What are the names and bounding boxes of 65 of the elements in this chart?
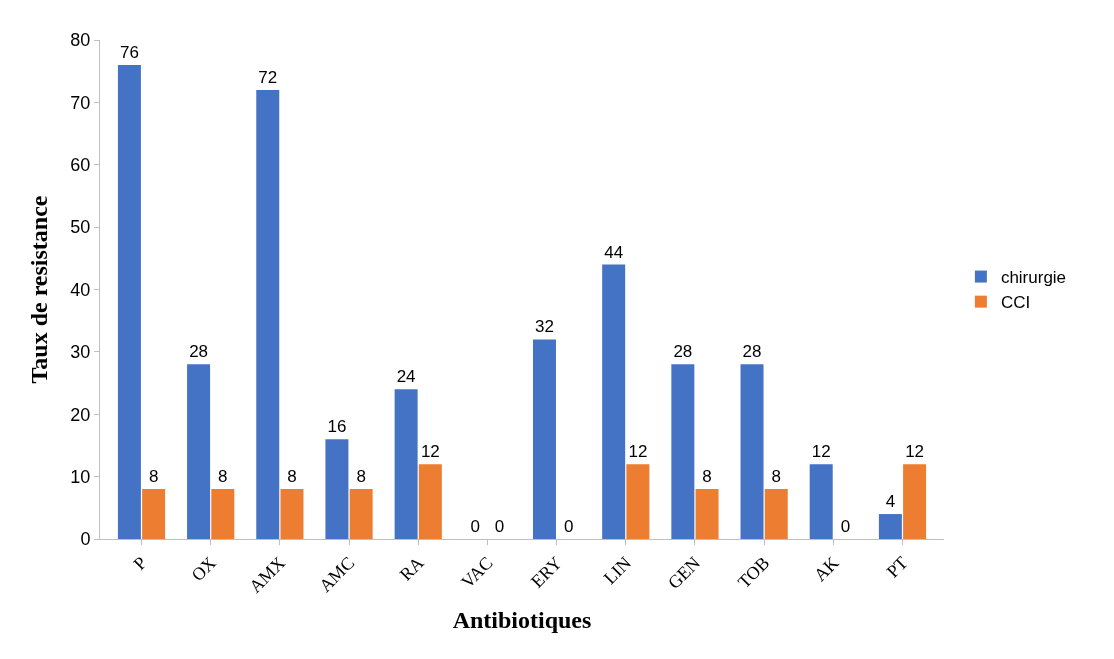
data-label: 8 bbox=[218, 467, 228, 487]
x-tick-label: LIN bbox=[599, 552, 635, 589]
bar bbox=[187, 364, 211, 539]
bar bbox=[349, 489, 373, 539]
data-label: 28 bbox=[742, 342, 762, 362]
bar bbox=[695, 489, 719, 539]
bar bbox=[740, 364, 764, 539]
y-tick-label: 20 bbox=[70, 404, 91, 425]
data-label: 12 bbox=[905, 442, 925, 462]
x-tick-label: RA bbox=[395, 552, 428, 585]
y-tick-label: 30 bbox=[70, 342, 91, 363]
data-label: 24 bbox=[396, 367, 416, 387]
data-label: 44 bbox=[604, 242, 624, 262]
bar bbox=[280, 489, 304, 539]
bar bbox=[211, 489, 235, 539]
x-tick-label: PT bbox=[882, 552, 912, 582]
bar bbox=[809, 464, 833, 539]
x-tick-label: AK bbox=[809, 552, 843, 586]
x-tick-label: P bbox=[129, 552, 151, 574]
legend-label: chirurgie bbox=[1000, 268, 1067, 288]
bar bbox=[256, 89, 280, 539]
bar bbox=[903, 464, 927, 539]
x-tick-label: VAC bbox=[457, 552, 497, 593]
data-label: 0 bbox=[840, 517, 851, 536]
y-tick-label: 50 bbox=[70, 217, 91, 238]
bar bbox=[764, 489, 788, 539]
data-label: 8 bbox=[771, 467, 781, 487]
x-tick-label: TOB bbox=[733, 552, 774, 593]
data-label: 16 bbox=[327, 417, 347, 437]
bar bbox=[878, 514, 902, 539]
data-label: 32 bbox=[535, 317, 554, 337]
x-tick-label: OX bbox=[187, 552, 220, 586]
data-label: 28 bbox=[189, 342, 209, 362]
y-tick-label: 80 bbox=[70, 30, 91, 51]
data-label: 8 bbox=[148, 467, 159, 487]
data-label: 76 bbox=[119, 42, 139, 62]
bar bbox=[418, 464, 442, 539]
bar bbox=[142, 489, 166, 539]
data-label: 8 bbox=[702, 467, 712, 487]
bar bbox=[325, 439, 349, 539]
data-label: 0 bbox=[470, 517, 481, 536]
bar bbox=[626, 464, 650, 539]
y-tick-label: 40 bbox=[70, 279, 91, 300]
data-label: 72 bbox=[258, 67, 278, 87]
y-tick-label: 0 bbox=[80, 529, 91, 550]
bar bbox=[602, 264, 626, 539]
data-label: 8 bbox=[287, 467, 297, 487]
y-tick-label: 70 bbox=[70, 92, 91, 113]
y-tick-label: 10 bbox=[70, 466, 91, 487]
legend-label: CCI bbox=[1000, 293, 1031, 313]
data-label: 12 bbox=[420, 442, 440, 462]
data-label: 0 bbox=[494, 517, 505, 536]
data-label: 12 bbox=[811, 442, 831, 462]
y-axis-title: Taux de resistance bbox=[26, 195, 53, 384]
bar bbox=[671, 364, 695, 539]
data-label: 4 bbox=[885, 492, 896, 512]
bar bbox=[117, 64, 141, 539]
data-label: 28 bbox=[673, 342, 693, 362]
data-label: 0 bbox=[563, 517, 574, 536]
bar bbox=[394, 389, 418, 539]
bar bbox=[532, 339, 556, 539]
data-label: 12 bbox=[628, 442, 648, 462]
y-tick-label: 60 bbox=[70, 155, 91, 176]
data-label: 8 bbox=[356, 467, 366, 487]
x-axis-title: Antibiotiques bbox=[452, 606, 592, 633]
